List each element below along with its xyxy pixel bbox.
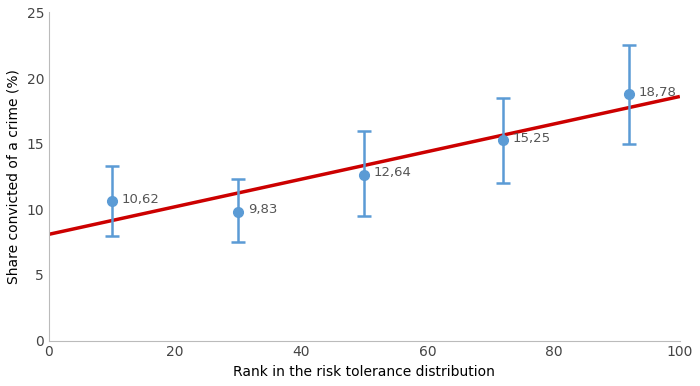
- Text: 10,62: 10,62: [122, 193, 160, 206]
- Y-axis label: Share convicted of a crime (%): Share convicted of a crime (%): [7, 69, 21, 284]
- Text: 12,64: 12,64: [374, 166, 412, 179]
- Text: 18,78: 18,78: [639, 86, 677, 99]
- Text: 9,83: 9,83: [248, 203, 277, 216]
- Text: 15,25: 15,25: [512, 132, 551, 145]
- X-axis label: Rank in the risk tolerance distribution: Rank in the risk tolerance distribution: [234, 365, 496, 379]
